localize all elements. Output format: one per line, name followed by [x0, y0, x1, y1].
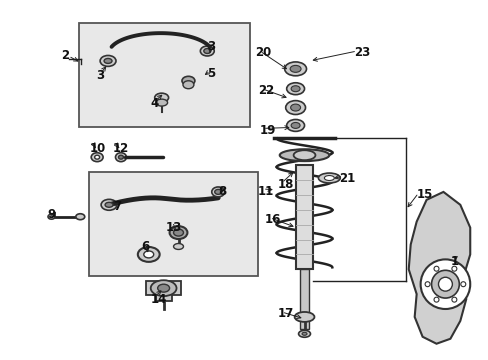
Ellipse shape — [50, 216, 53, 218]
Ellipse shape — [203, 49, 210, 54]
Ellipse shape — [183, 81, 194, 89]
Text: 21: 21 — [339, 171, 355, 185]
Circle shape — [451, 266, 456, 271]
Ellipse shape — [91, 153, 103, 162]
Text: 17: 17 — [277, 307, 293, 320]
Text: 1: 1 — [449, 255, 458, 268]
Ellipse shape — [169, 226, 187, 239]
Circle shape — [438, 277, 451, 291]
Ellipse shape — [214, 189, 221, 194]
Text: 5: 5 — [207, 67, 215, 80]
Ellipse shape — [101, 199, 117, 210]
Ellipse shape — [173, 243, 183, 249]
Ellipse shape — [290, 86, 300, 92]
Ellipse shape — [150, 280, 176, 296]
Ellipse shape — [48, 214, 55, 219]
Ellipse shape — [289, 66, 301, 72]
Circle shape — [433, 266, 438, 271]
Ellipse shape — [324, 176, 334, 180]
Text: 23: 23 — [353, 46, 369, 59]
Circle shape — [433, 297, 438, 302]
Ellipse shape — [279, 149, 328, 161]
Ellipse shape — [115, 153, 126, 162]
Text: 2: 2 — [61, 49, 69, 63]
Text: 9: 9 — [47, 208, 56, 221]
Ellipse shape — [298, 330, 310, 337]
Ellipse shape — [173, 229, 183, 236]
Circle shape — [420, 260, 469, 309]
Ellipse shape — [157, 284, 169, 292]
Ellipse shape — [104, 58, 112, 63]
Text: 10: 10 — [89, 142, 105, 155]
Ellipse shape — [155, 99, 167, 106]
Text: 15: 15 — [416, 188, 432, 201]
Text: 14: 14 — [150, 293, 167, 306]
Ellipse shape — [294, 312, 314, 322]
Ellipse shape — [302, 332, 306, 335]
Ellipse shape — [290, 104, 300, 111]
Text: 12: 12 — [113, 142, 129, 155]
Text: 3: 3 — [96, 69, 104, 82]
Bar — [299, 269, 309, 329]
Circle shape — [451, 297, 456, 302]
Bar — [79, 23, 249, 127]
Text: 19: 19 — [259, 124, 276, 137]
Text: 11: 11 — [257, 185, 274, 198]
Ellipse shape — [105, 202, 113, 207]
Ellipse shape — [286, 120, 304, 131]
Ellipse shape — [143, 251, 153, 258]
Ellipse shape — [118, 155, 123, 159]
Ellipse shape — [293, 150, 315, 160]
Text: 16: 16 — [264, 213, 281, 226]
Text: 3: 3 — [207, 40, 215, 53]
Text: 6: 6 — [141, 240, 149, 253]
Text: 22: 22 — [257, 84, 274, 97]
Text: 4: 4 — [150, 97, 159, 110]
Text: 20: 20 — [254, 46, 271, 59]
Text: 13: 13 — [165, 221, 182, 234]
Circle shape — [424, 282, 429, 287]
Polygon shape — [408, 192, 469, 344]
Ellipse shape — [285, 100, 305, 114]
Ellipse shape — [95, 155, 100, 159]
Circle shape — [431, 270, 458, 298]
Ellipse shape — [100, 55, 116, 66]
Ellipse shape — [200, 46, 214, 56]
Bar — [295, 165, 313, 269]
Text: 8: 8 — [218, 185, 226, 198]
Ellipse shape — [154, 93, 168, 102]
Ellipse shape — [138, 247, 160, 262]
Bar — [89, 172, 257, 276]
Text: 7: 7 — [113, 200, 121, 213]
Polygon shape — [145, 281, 181, 301]
Circle shape — [460, 282, 465, 287]
Ellipse shape — [290, 122, 300, 129]
Ellipse shape — [211, 187, 224, 197]
Ellipse shape — [286, 83, 304, 95]
Text: 18: 18 — [277, 179, 293, 192]
Ellipse shape — [76, 214, 84, 220]
Ellipse shape — [318, 173, 340, 183]
Ellipse shape — [284, 62, 306, 76]
Ellipse shape — [182, 76, 195, 85]
